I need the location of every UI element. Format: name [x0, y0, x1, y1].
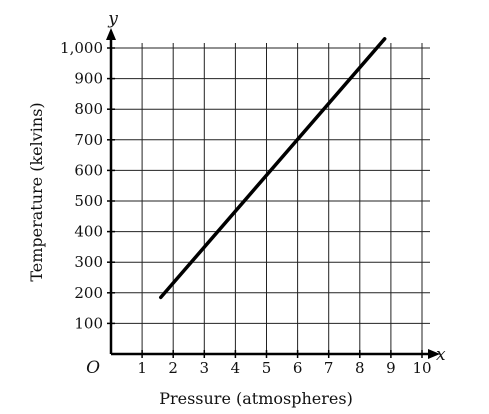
axes	[106, 28, 440, 359]
grid-lines	[111, 43, 430, 354]
x-tick-label: 1	[137, 359, 147, 377]
x-tick-label: 10	[412, 359, 431, 377]
y-tick-label: 100	[74, 314, 103, 332]
y-tick-labels: 100 200 300 400 500 600 700 800 900 1,000	[60, 39, 103, 332]
origin-label: O	[86, 358, 100, 378]
x-tick-labels: 1 2 3 4 5 6 7 8 9 10	[137, 359, 431, 377]
y-tick-label: 700	[74, 131, 103, 149]
x-tick-label: 3	[200, 359, 210, 377]
y-tick-label: 800	[74, 100, 103, 118]
y-axis-arrow	[106, 28, 116, 40]
x-tick-label: 4	[231, 359, 241, 377]
y-tick-label: 500	[74, 192, 103, 210]
series-group	[159, 37, 387, 300]
y-axis-label: Temperature (kelvins)	[27, 102, 46, 281]
x-tick-label: 7	[324, 359, 334, 377]
y-tick-label: 600	[74, 161, 103, 179]
x-tick-label: 8	[355, 359, 365, 377]
x-axis-label: Pressure (atmospheres)	[159, 389, 353, 408]
x-tick-label: 9	[386, 359, 396, 377]
x-tick-label: 6	[293, 359, 303, 377]
x-tick-label: 2	[168, 359, 178, 377]
x-tick-label: 5	[262, 359, 272, 377]
y-tick-label: 900	[74, 70, 103, 88]
series-line	[159, 37, 387, 300]
y-tick-label: 400	[74, 223, 103, 241]
x-axis-arrow	[428, 349, 440, 359]
y-axis-variable: y	[107, 9, 118, 29]
y-tick-label: 200	[74, 284, 103, 302]
x-axis-variable: x	[436, 345, 446, 365]
y-tick-label: 300	[74, 253, 103, 271]
y-tick-label: 1,000	[60, 39, 103, 57]
